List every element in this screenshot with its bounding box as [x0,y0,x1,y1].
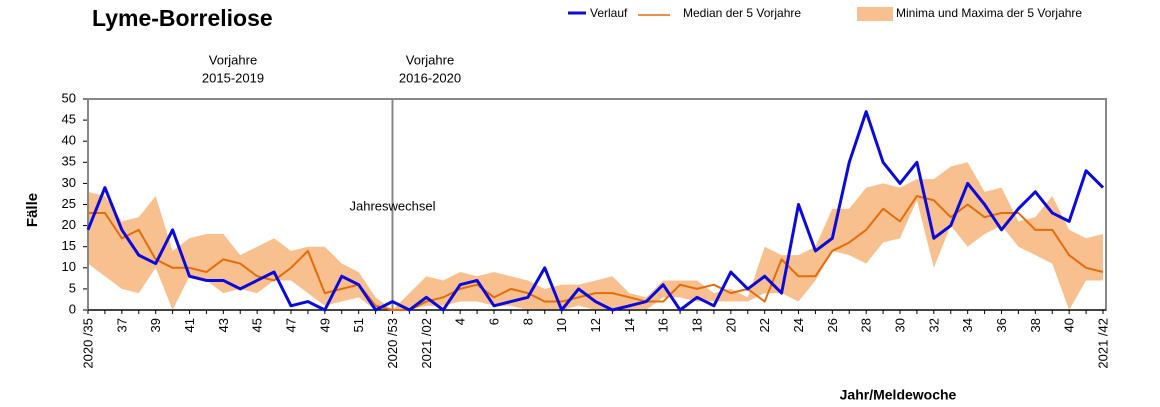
x-tick-label: 12 [588,318,603,332]
y-axis-label: Fälle [24,193,41,227]
y-tick-label: 40 [62,133,76,148]
x-tick-label: 14 [622,318,637,332]
series-line [88,195,1104,311]
x-tick-label: 6 [486,318,501,325]
x-tick-label: 2020 /35 [80,318,95,369]
x-tick-label: 30 [892,318,907,332]
x-tick-label: 18 [689,318,704,332]
x-tick-label: 26 [825,318,840,332]
x-tick-label: 10 [554,318,569,332]
y-tick-label: 45 [62,112,76,127]
series-line [86,110,1105,312]
y-tick-label: 25 [62,196,76,211]
x-tick-label: 40 [1062,318,1077,332]
legend-label: Median der 5 Vorjahre [683,6,801,20]
legend-swatch [857,7,893,21]
x-tick-label: 2021 /02 [419,318,434,369]
legend-label: Minima und Maxima der 5 Vorjahre [896,6,1082,20]
y-tick-label: 35 [62,154,76,169]
y-tick-label: 5 [69,280,76,295]
y-tick-label: 15 [62,238,76,253]
x-tick-label: 43 [216,318,231,332]
x-tick-label: 34 [960,318,975,332]
x-tick-label: 2020 /53 [385,318,400,369]
x-tick-label: 45 [250,318,265,332]
x-tick-label: 49 [317,318,332,332]
chart-title: Lyme-Borreliose [92,5,273,31]
y-tick-label: 0 [69,301,76,316]
annotation: 2015-2019 [202,70,264,85]
x-tick-label: 41 [182,318,197,332]
x-tick-label: 2021 /42 [1095,318,1110,369]
x-axis-label: Jahr/Meldewoche [840,387,957,403]
x-tick-label: 38 [1028,318,1043,332]
x-tick-label: 32 [926,318,941,332]
y-tick-label: 50 [62,90,76,105]
annotation: Vorjahre [406,52,454,67]
x-tick-label: 24 [791,318,806,332]
x-tick-label: 8 [520,318,535,325]
legend-label: Verlauf [590,6,628,20]
y-tick-label: 30 [62,175,76,190]
annotation: 2016-2020 [399,70,461,85]
annotation: Jahreswechsel [350,198,436,213]
x-tick-label: 28 [859,318,874,332]
y-tick-label: 10 [62,259,76,274]
x-tick-label: 16 [656,318,671,332]
x-tick-label: 36 [994,318,1009,332]
x-tick-label: 39 [148,318,163,332]
x-tick-label: 20 [723,318,738,332]
min-max-band [88,162,1103,310]
x-tick-label: 37 [114,318,129,332]
x-tick-label: 22 [757,318,772,332]
x-tick-label: 4 [453,318,468,325]
x-tick-label: 51 [351,318,366,332]
y-tick-label: 20 [62,217,76,232]
annotation: Vorjahre [209,52,257,67]
x-tick-label: 47 [283,318,298,332]
